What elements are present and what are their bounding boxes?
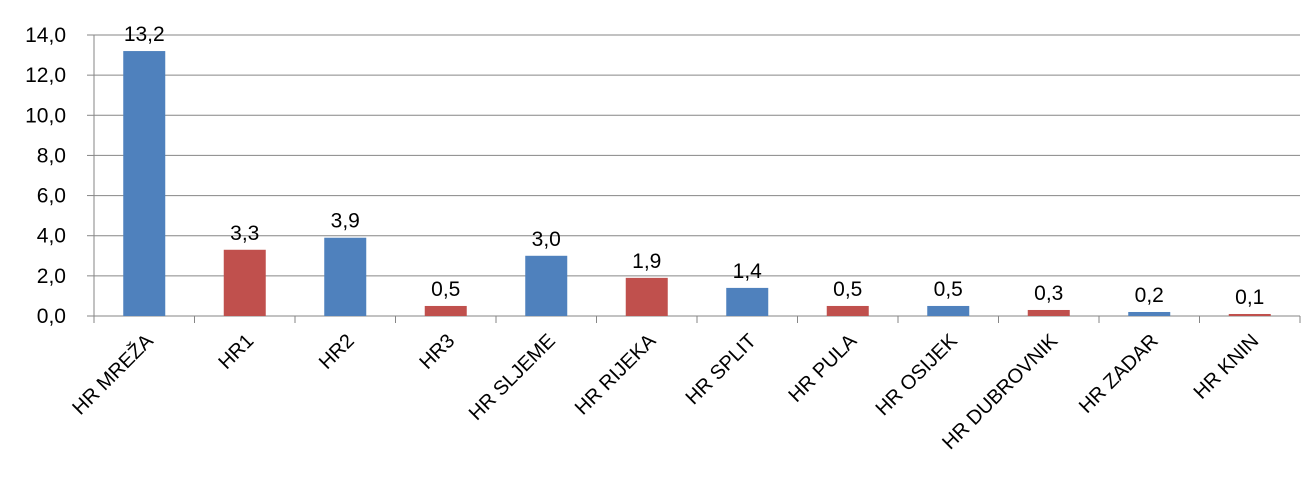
y-tick-label: 14,0 [25, 24, 66, 47]
data-label: 0,2 [1135, 284, 1164, 307]
category-label: HR OSIJEK [872, 330, 963, 421]
data-label: 1,4 [733, 260, 763, 283]
category-label: HR SLJEME [465, 330, 560, 425]
data-label: 0,3 [1034, 282, 1063, 305]
category-label: HR2 [315, 330, 359, 374]
bar [1027, 309, 1070, 316]
y-axis: 0,0 2,0 4,0 6,0 8,0 10,0 12,0 14,0 [25, 24, 95, 328]
y-tick-label: 2,0 [37, 265, 66, 288]
category-label: HR RIJEKA [571, 330, 661, 420]
category-label: HR PULA [784, 330, 861, 407]
bar [625, 277, 668, 316]
category-label: HR MREŽA [68, 329, 159, 420]
y-tick-label: 0,0 [37, 305, 66, 328]
data-label: 0,5 [431, 278, 460, 301]
category-label: HR1 [214, 330, 258, 374]
data-label: 3,9 [331, 210, 360, 233]
category-label: HR SPLIT [682, 330, 761, 409]
data-label: 0,1 [1235, 286, 1264, 309]
gridlines [94, 34, 1300, 277]
bar [927, 305, 970, 316]
bar [525, 255, 568, 316]
bar [424, 305, 467, 316]
bar [1128, 311, 1171, 316]
data-label: 0,5 [934, 278, 963, 301]
x-axis [93, 315, 1301, 323]
bar [324, 237, 367, 316]
y-tick-label: 4,0 [37, 225, 66, 248]
data-label: 13,2 [124, 23, 165, 46]
category-label: HR ZADAR [1075, 330, 1163, 418]
y-tick-label: 8,0 [37, 144, 66, 167]
bar [223, 249, 266, 316]
bar [826, 305, 869, 316]
y-tick-label: 6,0 [37, 185, 66, 208]
data-labels: 13,2 3,3 3,9 0,5 3,0 1,9 1,4 0,5 0,5 0,3 0,2 0,1 [124, 23, 1265, 309]
bars [123, 51, 1271, 317]
bar [1228, 313, 1271, 316]
y-tick-label: 10,0 [25, 104, 66, 127]
bar [726, 287, 769, 316]
data-label: 1,9 [632, 250, 661, 273]
y-tick-label: 12,0 [25, 64, 66, 87]
bar [123, 51, 166, 317]
category-label: HR KNIN [1190, 330, 1264, 404]
data-label: 3,3 [230, 222, 259, 245]
category-labels: HR MREŽA HR1 HR2 HR3 HR SLJEME HR RIJEKA HR SP… [68, 329, 1264, 454]
data-label: 3,0 [532, 228, 561, 251]
data-label: 0,5 [833, 278, 862, 301]
category-label: HR3 [415, 330, 459, 374]
